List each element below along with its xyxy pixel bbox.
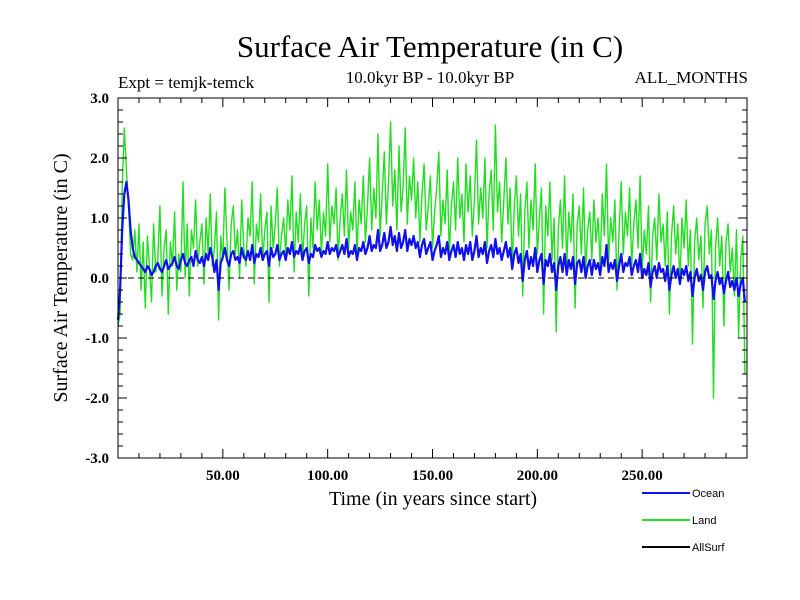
y-tick-label: 1.0 — [90, 211, 109, 227]
legend-label-ocean: Ocean — [692, 488, 724, 500]
x-tick-label: 150.00 — [412, 468, 453, 484]
x-tick-labels: 50.00 100.00 150.00 200.00 250.00 — [206, 468, 663, 484]
x-tick-label: 200.00 — [517, 468, 558, 484]
series-layer — [116, 121, 746, 399]
tick-layer — [118, 97, 747, 459]
y-axis-label: Surface Air Temperature (in C) — [50, 153, 72, 402]
y-tick-label: -2.0 — [85, 391, 109, 407]
x-tick-label: 100.00 — [307, 468, 348, 484]
y-tick-label: -1.0 — [85, 331, 109, 347]
period-label: 10.0kyr BP - 10.0kyr BP — [346, 68, 514, 87]
legend: Ocean Land AllSurf — [642, 488, 725, 554]
legend-label-allsurf: AllSurf — [692, 542, 725, 554]
chart-title: Surface Air Temperature (in C) — [237, 29, 623, 64]
experiment-label: Expt = temjk-temck — [118, 73, 255, 92]
x-tick-label: 250.00 — [622, 468, 663, 484]
y-tick-label: 3.0 — [90, 91, 109, 107]
y-tick-labels: 3.0 2.0 1.0 0.0 -1.0 -2.0 -3.0 — [85, 91, 109, 467]
y-tick-label: 0.0 — [90, 271, 109, 287]
x-tick-label: 50.00 — [206, 468, 240, 484]
months-label: ALL_MONTHS — [635, 68, 748, 87]
legend-label-land: Land — [692, 515, 716, 527]
x-axis-label: Time (in years since start) — [329, 488, 537, 510]
series-line-ocean — [116, 180, 746, 321]
y-tick-label: -3.0 — [85, 451, 109, 467]
y-tick-label: 2.0 — [90, 151, 109, 167]
